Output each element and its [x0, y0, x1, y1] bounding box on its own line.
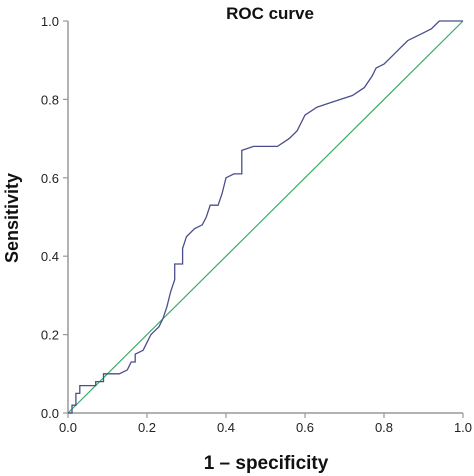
- plot-lines: [67, 20, 464, 414]
- axis-ticks: 0.0 0.2 0.4 0.6 0.8 1.0 0.0 0.2 0.4 0.6 0.8 1.0: [41, 14, 472, 435]
- roc-curve-line: [68, 20, 463, 414]
- reference-diagonal-line: [67, 20, 464, 414]
- x-tick-label: 0.2: [138, 420, 156, 435]
- x-tick-label: 0.0: [59, 420, 77, 435]
- x-tick-label: 0.6: [296, 420, 314, 435]
- x-tick-label: 1.0: [454, 420, 472, 435]
- y-tick-label: 0.6: [41, 171, 59, 186]
- y-tick-label: 1.0: [41, 14, 59, 29]
- y-tick-label: 0.8: [41, 92, 59, 107]
- y-axis-label: Sensitivity: [2, 173, 22, 263]
- y-tick-label: 0.4: [41, 249, 59, 264]
- plot-axes: [67, 21, 463, 414]
- y-tick-label: 0.0: [41, 406, 59, 421]
- chart-title: ROC curve: [226, 4, 314, 23]
- x-tick-label: 0.8: [375, 420, 393, 435]
- x-tick-label: 0.4: [217, 420, 235, 435]
- x-axis-label: 1 – specificity: [204, 453, 329, 474]
- y-tick-label: 0.2: [41, 328, 59, 343]
